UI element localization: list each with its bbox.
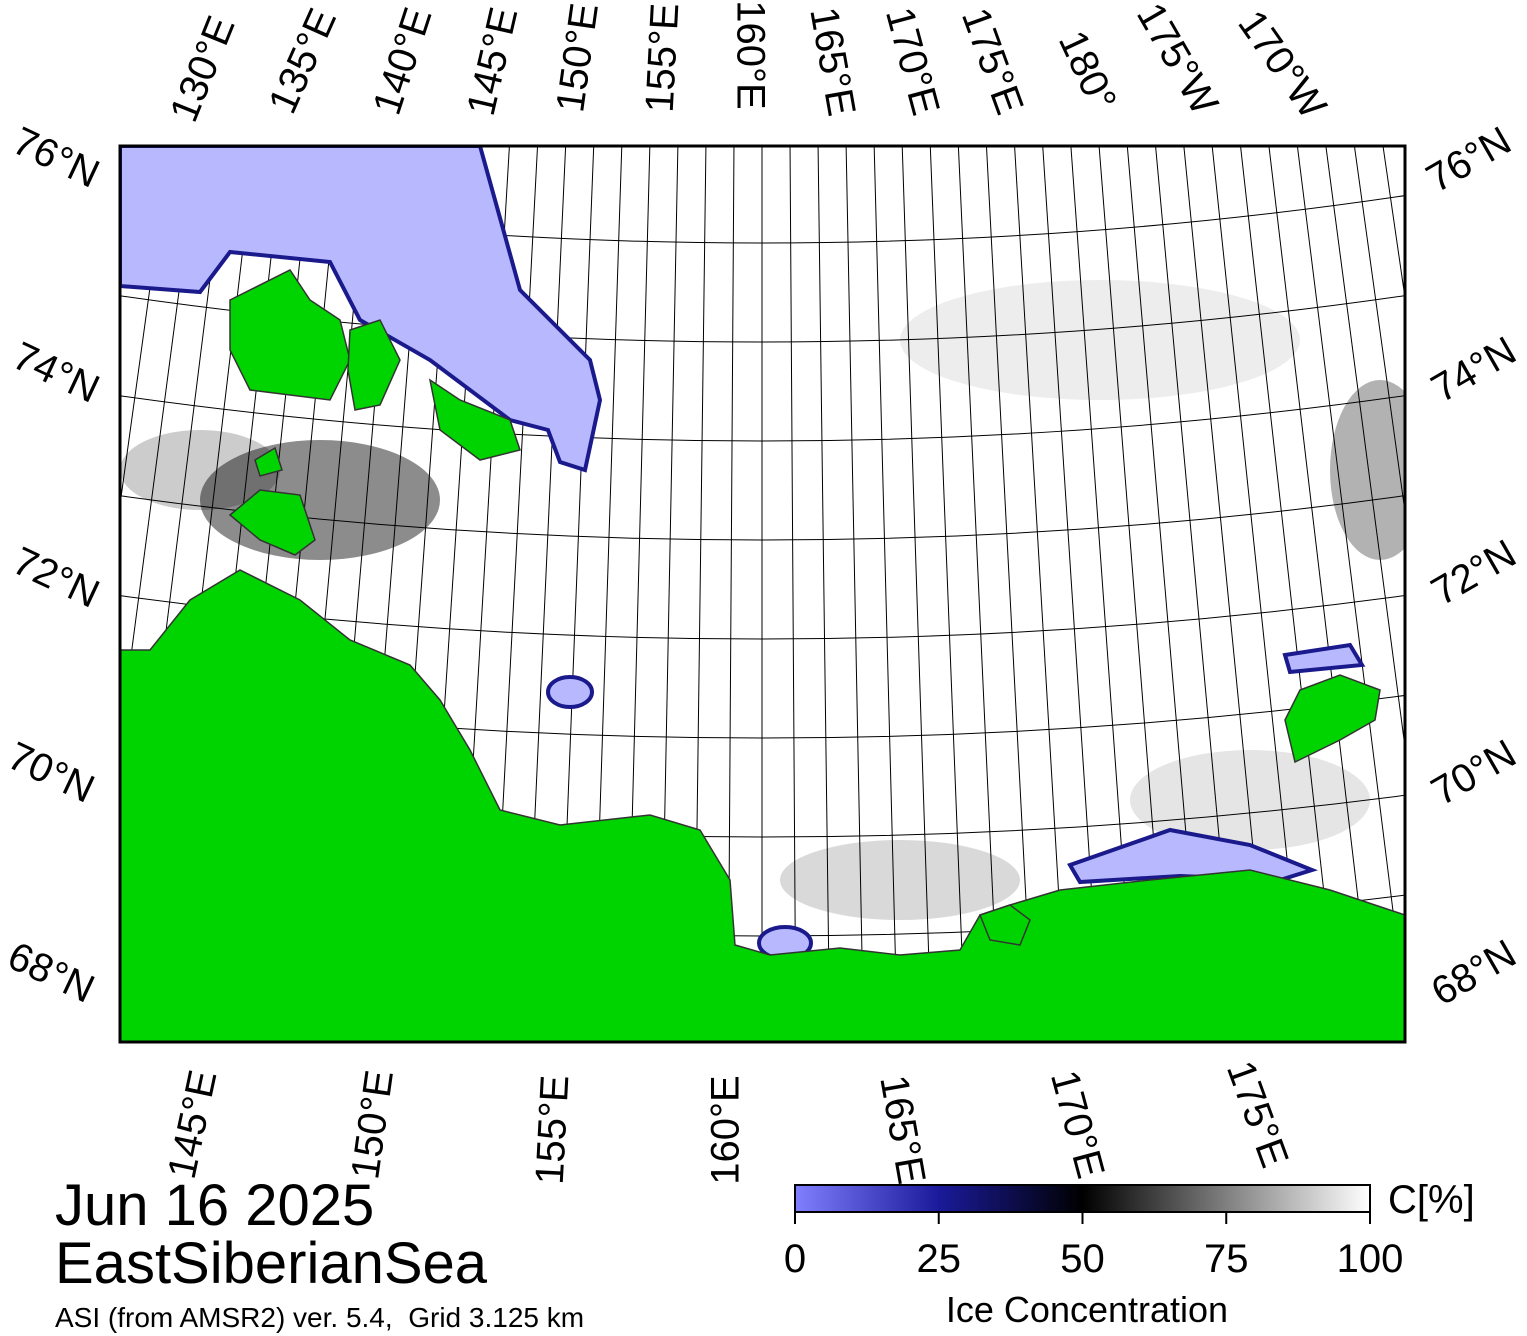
mainland <box>120 569 1405 1042</box>
top-lon-label: 155°E <box>638 2 688 114</box>
island <box>228 489 316 556</box>
right-lat-label: 68°N <box>1424 931 1523 1014</box>
top-lon-label: 175°E <box>953 2 1032 120</box>
colorbar-label: Ice Concentration <box>946 1289 1228 1330</box>
meridian <box>1325 146 1405 751</box>
source: ASI (from AMSR2) ver. 5.4, Grid 3.125 km <box>55 1302 584 1333</box>
top-lon-label: 160°E <box>728 0 772 109</box>
colorbar-tick-label: 75 <box>1204 1237 1249 1281</box>
top-lon-label: 175°W <box>1128 0 1226 122</box>
right-lat-label: 72°N <box>1424 531 1523 614</box>
meridian <box>1353 146 1405 516</box>
bottom-lon-label: 145°E <box>160 1066 226 1182</box>
top-lon-label: 130°E <box>162 10 244 128</box>
island <box>1284 674 1381 764</box>
top-lon-label: 150°E <box>548 0 607 114</box>
meridian <box>1382 146 1405 302</box>
top-lon-label: 170°E <box>877 3 948 120</box>
island <box>347 319 401 411</box>
top-lon-label: 140°E <box>365 2 441 120</box>
left-lat-label: 68°N <box>1 934 101 1012</box>
map-area <box>120 146 1405 1042</box>
bottom-lon-label: 160°E <box>704 1075 748 1184</box>
right-lat-label: 70°N <box>1424 731 1523 814</box>
sea-ice <box>546 675 594 709</box>
right-lat-label: 74°N <box>1424 328 1523 411</box>
top-lon-label: 180° <box>1050 24 1125 118</box>
map-frame <box>118 144 1407 1044</box>
bottom-lon-label: 155°E <box>528 1074 578 1186</box>
left-lat-label: 76°N <box>6 119 106 197</box>
right-lat-label: 76°N <box>1419 118 1518 201</box>
sea-ice <box>1282 642 1366 675</box>
colorbar <box>794 1184 1371 1213</box>
top-lon-label: 170°W <box>1229 3 1334 127</box>
colorbar-tick-label: 25 <box>917 1237 962 1281</box>
top-lon-label: 145°E <box>459 3 526 120</box>
colorbar-tick-label: 0 <box>784 1237 806 1281</box>
left-lat-label: 70°N <box>1 734 101 812</box>
island <box>229 269 351 401</box>
bottom-lon-label: 170°E <box>1042 1066 1113 1183</box>
island <box>254 446 283 477</box>
left-lat-label: 72°N <box>6 539 106 617</box>
colorbar-tick-label: 50 <box>1060 1237 1105 1281</box>
sea-ice <box>120 146 603 473</box>
top-lon-label: 165°E <box>801 4 863 119</box>
bottom-lon-label: 150°E <box>343 1067 402 1181</box>
island <box>428 378 521 461</box>
date: Jun 16 2025 <box>55 1173 374 1238</box>
top-lon-label: 135°E <box>260 2 345 120</box>
bottom-lon-label: 165°E <box>871 1072 933 1187</box>
colorbar-ticks: 0 25 50 75 100 <box>784 1212 1404 1281</box>
island <box>979 904 1031 946</box>
colorbar-unit: C[%] <box>1388 1178 1475 1222</box>
left-lat-label: 74°N <box>6 334 106 412</box>
region: EastSiberianSea <box>55 1231 488 1296</box>
sea-ice <box>1067 827 1318 885</box>
bottom-lon-label: 175°E <box>1218 1055 1297 1173</box>
colorbar-tick-label: 100 <box>1337 1237 1404 1281</box>
